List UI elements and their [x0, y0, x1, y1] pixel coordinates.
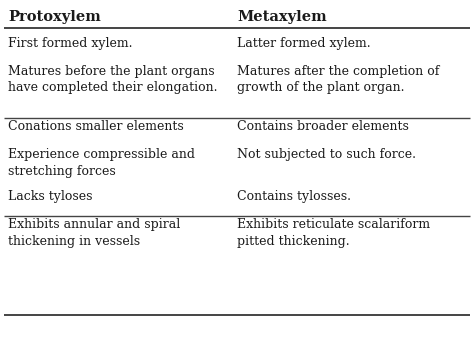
Text: First formed xylem.: First formed xylem. — [8, 37, 133, 50]
Text: Conations smaller elements: Conations smaller elements — [8, 120, 184, 133]
Text: Not subjected to such force.: Not subjected to such force. — [237, 148, 416, 161]
Text: Exhibits annular and spiral
thickening in vessels: Exhibits annular and spiral thickening i… — [8, 218, 180, 247]
Text: Metaxylem: Metaxylem — [237, 10, 327, 24]
Text: Matures after the completion of
growth of the plant organ.: Matures after the completion of growth o… — [237, 65, 439, 95]
Text: Latter formed xylem.: Latter formed xylem. — [237, 37, 371, 50]
Text: Contains broader elements: Contains broader elements — [237, 120, 409, 133]
Text: Lacks tyloses: Lacks tyloses — [8, 190, 92, 203]
Text: Exhibits reticulate scalariform
pitted thickening.: Exhibits reticulate scalariform pitted t… — [237, 218, 430, 247]
Text: Experience compressible and
stretching forces: Experience compressible and stretching f… — [8, 148, 195, 177]
Text: Matures before the plant organs
have completed their elongation.: Matures before the plant organs have com… — [8, 65, 218, 95]
Text: Protoxylem: Protoxylem — [8, 10, 101, 24]
Text: Contains tylosses.: Contains tylosses. — [237, 190, 351, 203]
